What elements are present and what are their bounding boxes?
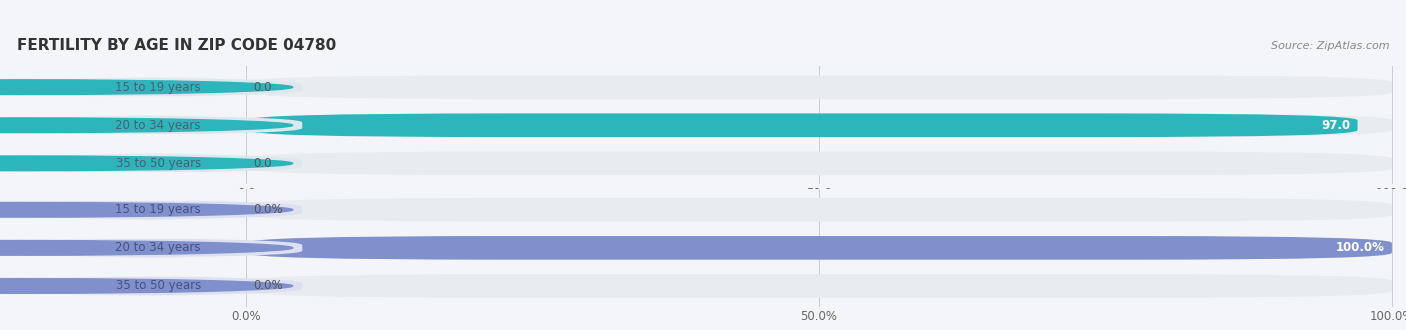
- FancyBboxPatch shape: [246, 274, 1392, 298]
- FancyBboxPatch shape: [246, 114, 1392, 137]
- FancyBboxPatch shape: [0, 276, 302, 296]
- Circle shape: [0, 156, 292, 171]
- Text: 15 to 19 years: 15 to 19 years: [115, 203, 201, 216]
- Circle shape: [0, 241, 292, 255]
- Text: 15 to 19 years: 15 to 19 years: [115, 81, 201, 94]
- FancyBboxPatch shape: [0, 238, 302, 257]
- FancyBboxPatch shape: [246, 75, 1392, 99]
- FancyBboxPatch shape: [246, 198, 1392, 221]
- Text: 20 to 34 years: 20 to 34 years: [115, 119, 201, 132]
- Text: Source: ZipAtlas.com: Source: ZipAtlas.com: [1271, 41, 1389, 51]
- FancyBboxPatch shape: [0, 200, 302, 219]
- Text: 0.0%: 0.0%: [253, 203, 283, 216]
- Circle shape: [0, 202, 292, 217]
- Circle shape: [0, 118, 292, 133]
- FancyBboxPatch shape: [0, 154, 302, 173]
- Text: 0.0: 0.0: [253, 157, 271, 170]
- FancyBboxPatch shape: [246, 236, 1392, 260]
- FancyBboxPatch shape: [246, 114, 1358, 137]
- Circle shape: [0, 279, 292, 293]
- Text: 20 to 34 years: 20 to 34 years: [115, 241, 201, 254]
- Text: 100.0%: 100.0%: [1336, 241, 1385, 254]
- Text: 35 to 50 years: 35 to 50 years: [115, 157, 201, 170]
- Text: 0.0%: 0.0%: [253, 280, 283, 292]
- Circle shape: [0, 80, 292, 94]
- FancyBboxPatch shape: [246, 236, 1392, 260]
- FancyBboxPatch shape: [0, 78, 302, 97]
- Text: 0.0: 0.0: [253, 81, 271, 94]
- Text: 35 to 50 years: 35 to 50 years: [115, 280, 201, 292]
- FancyBboxPatch shape: [0, 115, 302, 135]
- Text: 97.0: 97.0: [1322, 119, 1351, 132]
- FancyBboxPatch shape: [246, 151, 1392, 175]
- Text: FERTILITY BY AGE IN ZIP CODE 04780: FERTILITY BY AGE IN ZIP CODE 04780: [17, 38, 336, 53]
